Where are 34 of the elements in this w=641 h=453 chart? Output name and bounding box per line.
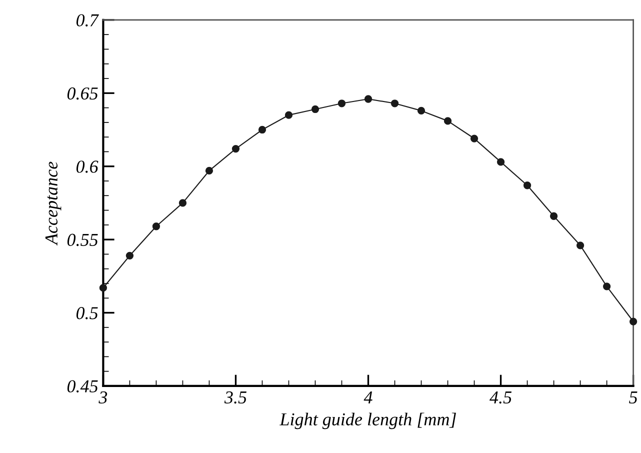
- x-tick-label: 3.5: [224, 391, 246, 404]
- point: [152, 222, 160, 230]
- point: [205, 166, 214, 175]
- point: [602, 282, 611, 290]
- y-tick-label: 0.55: [67, 234, 98, 246]
- y-tick-label: 0.7: [76, 14, 99, 26]
- point: [126, 252, 134, 260]
- y-tick-label: 0.45: [67, 380, 98, 392]
- point: [417, 106, 426, 115]
- point: [576, 242, 584, 250]
- x-tick-label: 4.5: [490, 391, 512, 404]
- x-tick-label: 3: [98, 391, 108, 404]
- point: [338, 100, 346, 108]
- point: [284, 111, 293, 119]
- point: [364, 95, 372, 103]
- point: [232, 144, 240, 153]
- x-tick-label: 4: [364, 391, 372, 404]
- point: [390, 100, 399, 108]
- point: [629, 318, 638, 326]
- y-tick-label: 0.6: [76, 160, 98, 173]
- point: [550, 212, 558, 220]
- point: [444, 117, 452, 125]
- point: [311, 105, 320, 114]
- point: [496, 158, 505, 166]
- x-tick-label: 5: [629, 392, 638, 404]
- point: [523, 182, 532, 190]
- point: [178, 199, 187, 207]
- y-tick-label: 0.5: [76, 307, 98, 320]
- point: [258, 126, 266, 134]
- point: [470, 134, 478, 142]
- x-axis-title: Light guide length [mm]: [280, 412, 456, 430]
- point: [99, 284, 108, 292]
- y-tick-label: 0.65: [67, 87, 98, 100]
- y-axis-title: Acceptance: [45, 162, 62, 246]
